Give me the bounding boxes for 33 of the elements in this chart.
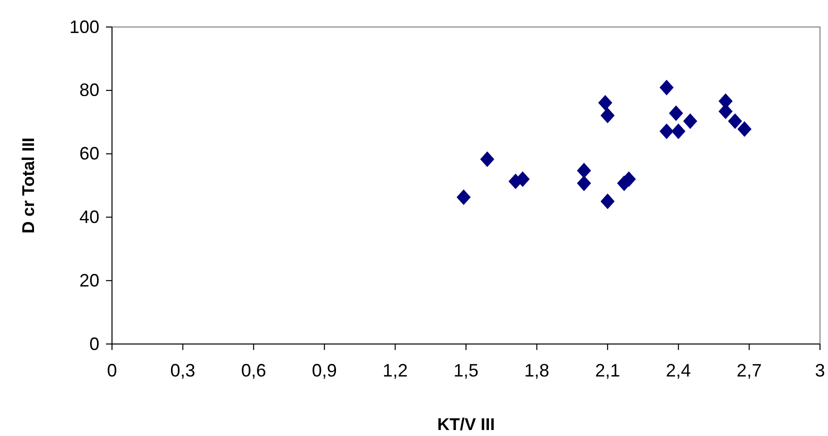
point [737, 121, 752, 137]
point [480, 151, 494, 167]
x-tick-label: 2,7 [736, 360, 762, 380]
point [600, 194, 615, 210]
point [456, 189, 471, 206]
x-axis-title: KT/V III [437, 415, 495, 434]
y-axis-title: D cr Total III [19, 137, 38, 234]
x-tick-label: 3 [814, 360, 826, 380]
point [576, 162, 592, 178]
x-tick-label: 1,5 [453, 360, 479, 380]
x-tick-label: 2,1 [595, 360, 620, 380]
point [600, 108, 615, 124]
y-tick-label: 100 [69, 16, 100, 37]
x-tick-label: 0,3 [170, 360, 196, 380]
y-tick-label: 0 [89, 334, 100, 354]
x-tick-label: 0,6 [241, 360, 266, 380]
point [576, 175, 592, 192]
x-tick-label: 2,4 [666, 360, 691, 380]
point [728, 113, 742, 129]
y-tick-label: 80 [79, 80, 100, 100]
y-tick-label: 20 [79, 270, 100, 290]
y-tick-label: 60 [79, 144, 100, 164]
x-tick-label: 1,2 [382, 360, 408, 380]
point [660, 80, 674, 96]
x-tick-label: 1,8 [524, 360, 550, 380]
point [660, 123, 674, 140]
point [668, 105, 684, 122]
y-tick-label: 40 [79, 206, 100, 227]
x-tick-label: 0 [106, 360, 118, 380]
point [671, 123, 686, 140]
point [598, 94, 612, 111]
point [683, 113, 698, 129]
x-tick-label: 0,9 [312, 360, 337, 380]
